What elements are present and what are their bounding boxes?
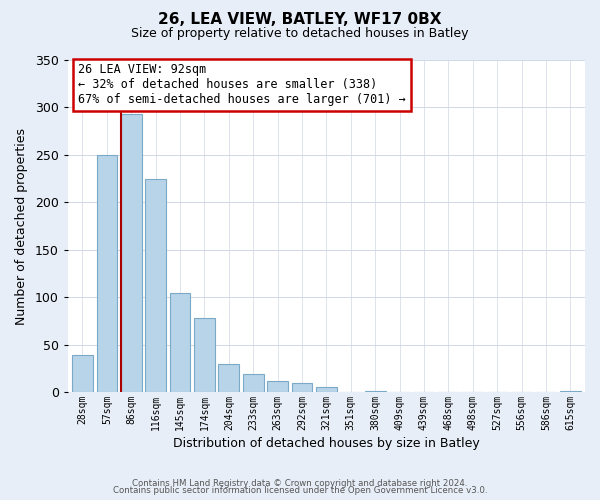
Bar — [194, 318, 215, 392]
Text: Contains public sector information licensed under the Open Government Licence v3: Contains public sector information licen… — [113, 486, 487, 495]
Bar — [365, 391, 386, 392]
Bar — [292, 382, 313, 392]
Bar — [121, 114, 142, 392]
Bar — [560, 391, 581, 392]
Bar — [316, 388, 337, 392]
Bar — [218, 364, 239, 392]
X-axis label: Distribution of detached houses by size in Batley: Distribution of detached houses by size … — [173, 437, 480, 450]
Bar — [97, 155, 117, 392]
Text: 26 LEA VIEW: 92sqm
← 32% of detached houses are smaller (338)
67% of semi-detach: 26 LEA VIEW: 92sqm ← 32% of detached hou… — [78, 64, 406, 106]
Bar — [243, 374, 263, 392]
Text: 26, LEA VIEW, BATLEY, WF17 0BX: 26, LEA VIEW, BATLEY, WF17 0BX — [158, 12, 442, 28]
Bar — [267, 380, 288, 392]
Bar — [170, 294, 190, 392]
Text: Contains HM Land Registry data © Crown copyright and database right 2024.: Contains HM Land Registry data © Crown c… — [132, 478, 468, 488]
Y-axis label: Number of detached properties: Number of detached properties — [15, 128, 28, 324]
Text: Size of property relative to detached houses in Batley: Size of property relative to detached ho… — [131, 28, 469, 40]
Bar — [72, 355, 93, 392]
Bar — [145, 178, 166, 392]
